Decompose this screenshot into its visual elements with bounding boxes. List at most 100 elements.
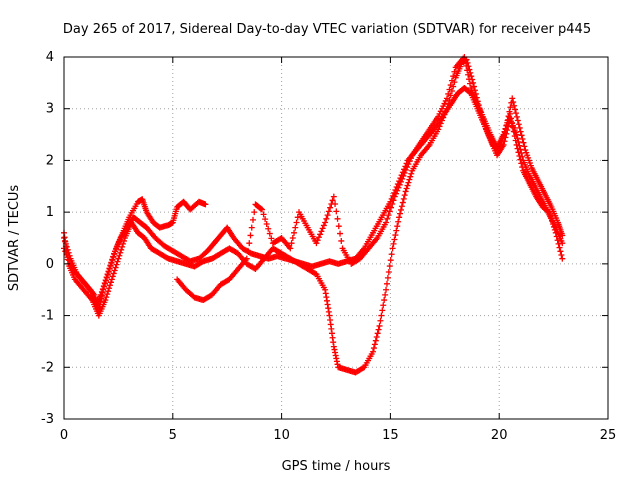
y-tick-label: 1 [46, 205, 54, 220]
data-point [100, 283, 107, 290]
data-point [385, 268, 392, 275]
data-point [202, 201, 209, 208]
data-point [518, 160, 525, 167]
data-point [289, 235, 296, 241]
data-point [439, 117, 446, 124]
data-point [62, 248, 69, 255]
data-point [550, 223, 557, 230]
data-point [374, 330, 381, 337]
data-point [396, 214, 403, 221]
data-point [109, 273, 116, 280]
data-point [115, 255, 122, 262]
data-point [106, 285, 113, 292]
data-point [517, 128, 524, 135]
data-point [247, 232, 254, 239]
data-point [332, 201, 339, 208]
data-point [99, 285, 106, 292]
data-point [463, 62, 470, 69]
x-tick-label: 20 [491, 428, 508, 443]
data-point [402, 167, 409, 174]
data-point [325, 208, 332, 215]
data-point [391, 193, 398, 200]
data-point [447, 82, 454, 89]
plot-frame [63, 56, 609, 420]
x-tick-label: 25 [600, 428, 617, 443]
data-point [395, 184, 402, 191]
data-point [471, 83, 478, 90]
data-point [392, 190, 399, 197]
data-point [398, 203, 405, 210]
data-point [106, 265, 113, 272]
data-point [516, 152, 523, 159]
data-point [378, 312, 385, 319]
data-point [401, 169, 408, 176]
data-point [335, 223, 342, 230]
data-point [519, 136, 526, 143]
data-point [401, 192, 408, 199]
x-tick-label: 10 [273, 428, 290, 443]
data-point [391, 236, 398, 243]
data-point [258, 205, 265, 212]
data-point [386, 208, 393, 215]
data-point [262, 216, 269, 223]
data-point [393, 227, 400, 234]
y-tick-label: 2 [46, 153, 54, 168]
data-point [407, 155, 414, 162]
data-point [251, 209, 258, 216]
data-point [322, 219, 329, 226]
data-point [323, 215, 330, 222]
data-point [288, 240, 295, 247]
data-point [446, 86, 453, 93]
data-point [405, 161, 412, 168]
data-point [559, 255, 566, 262]
data-point [514, 117, 521, 124]
data-point [399, 199, 406, 206]
data-point [548, 215, 555, 222]
y-axis-label: SDTVAR / TECUs [7, 185, 22, 292]
data-point [510, 128, 517, 135]
data-point [441, 111, 448, 118]
data-point [508, 115, 515, 122]
data-point [245, 247, 252, 254]
data-point [405, 179, 412, 186]
data-point [116, 252, 123, 259]
data-point [112, 264, 119, 271]
data-point [559, 232, 566, 239]
data-point [371, 341, 378, 348]
data-point [437, 120, 444, 127]
data-point [462, 58, 469, 65]
data-point [98, 288, 105, 295]
series-track-3 [61, 56, 566, 376]
data-point [552, 229, 559, 236]
data-point [382, 291, 389, 298]
data-point [107, 282, 114, 289]
data-point [259, 206, 266, 213]
data-point [435, 126, 442, 133]
data-point [383, 286, 390, 293]
data-point [509, 95, 516, 102]
y-tick-label: -2 [41, 360, 54, 375]
data-point [369, 348, 376, 355]
data-point [394, 223, 401, 230]
data-point [383, 219, 390, 226]
data-point [466, 80, 473, 87]
data-point [118, 246, 125, 253]
data-point [110, 253, 117, 260]
data-point [558, 251, 565, 258]
data-point [104, 271, 111, 278]
data-point [103, 274, 110, 281]
data-point [320, 222, 327, 229]
data-point [120, 237, 127, 244]
data-point [404, 182, 411, 189]
data-point [546, 209, 553, 216]
data-point [104, 291, 111, 298]
data-point [381, 297, 388, 304]
data-point [319, 225, 326, 232]
data-point [265, 225, 272, 232]
data-point [406, 176, 413, 183]
data-point [509, 124, 516, 131]
data-point [291, 229, 298, 236]
x-tick-label: 0 [60, 428, 68, 443]
data-point [248, 224, 255, 231]
data-point [109, 256, 116, 263]
